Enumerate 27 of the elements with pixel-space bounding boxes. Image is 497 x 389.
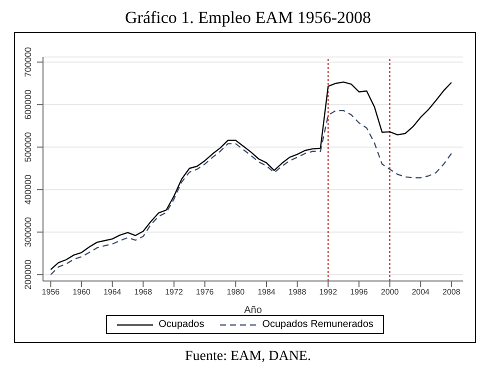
x-tick-label: 1996 (350, 288, 368, 297)
x-tick-label: 1972 (165, 288, 184, 297)
y-tick-label: 200000 (23, 260, 33, 290)
y-tick-label: 600000 (23, 90, 33, 120)
x-tick-label: 1968 (134, 288, 153, 297)
x-tick-label: 1984 (258, 288, 276, 297)
x-axis-title: Año (244, 305, 262, 316)
y-tick-label: 300000 (23, 217, 33, 248)
source-note: Fuente: EAM, DANE. (184, 349, 312, 365)
legend-label: Ocupados Remunerados (261, 319, 374, 330)
line-series (50, 110, 452, 276)
x-tick-label: 1964 (103, 288, 122, 297)
y-tick-label: 500000 (23, 132, 33, 162)
x-tick-label: 1956 (42, 288, 60, 297)
x-tick-label: 2008 (442, 288, 461, 297)
legend-label: Ocupados (158, 319, 204, 330)
x-tick-label: 2004 (412, 288, 430, 297)
line-series (50, 81, 452, 270)
y-tick-label: 700000 (23, 47, 33, 78)
y-tick-label: 400000 (23, 174, 33, 205)
x-tick-label: 1976 (196, 288, 214, 297)
x-tick-label: 1960 (72, 288, 91, 297)
x-tick-label: 1992 (319, 288, 338, 297)
x-tick-label: 1980 (226, 288, 246, 297)
x-tick-label: 2000 (380, 288, 400, 297)
chart-title: Gráfico 1. Empleo EAM 1956-2008 (124, 8, 372, 28)
x-tick-label: 1988 (288, 288, 307, 297)
